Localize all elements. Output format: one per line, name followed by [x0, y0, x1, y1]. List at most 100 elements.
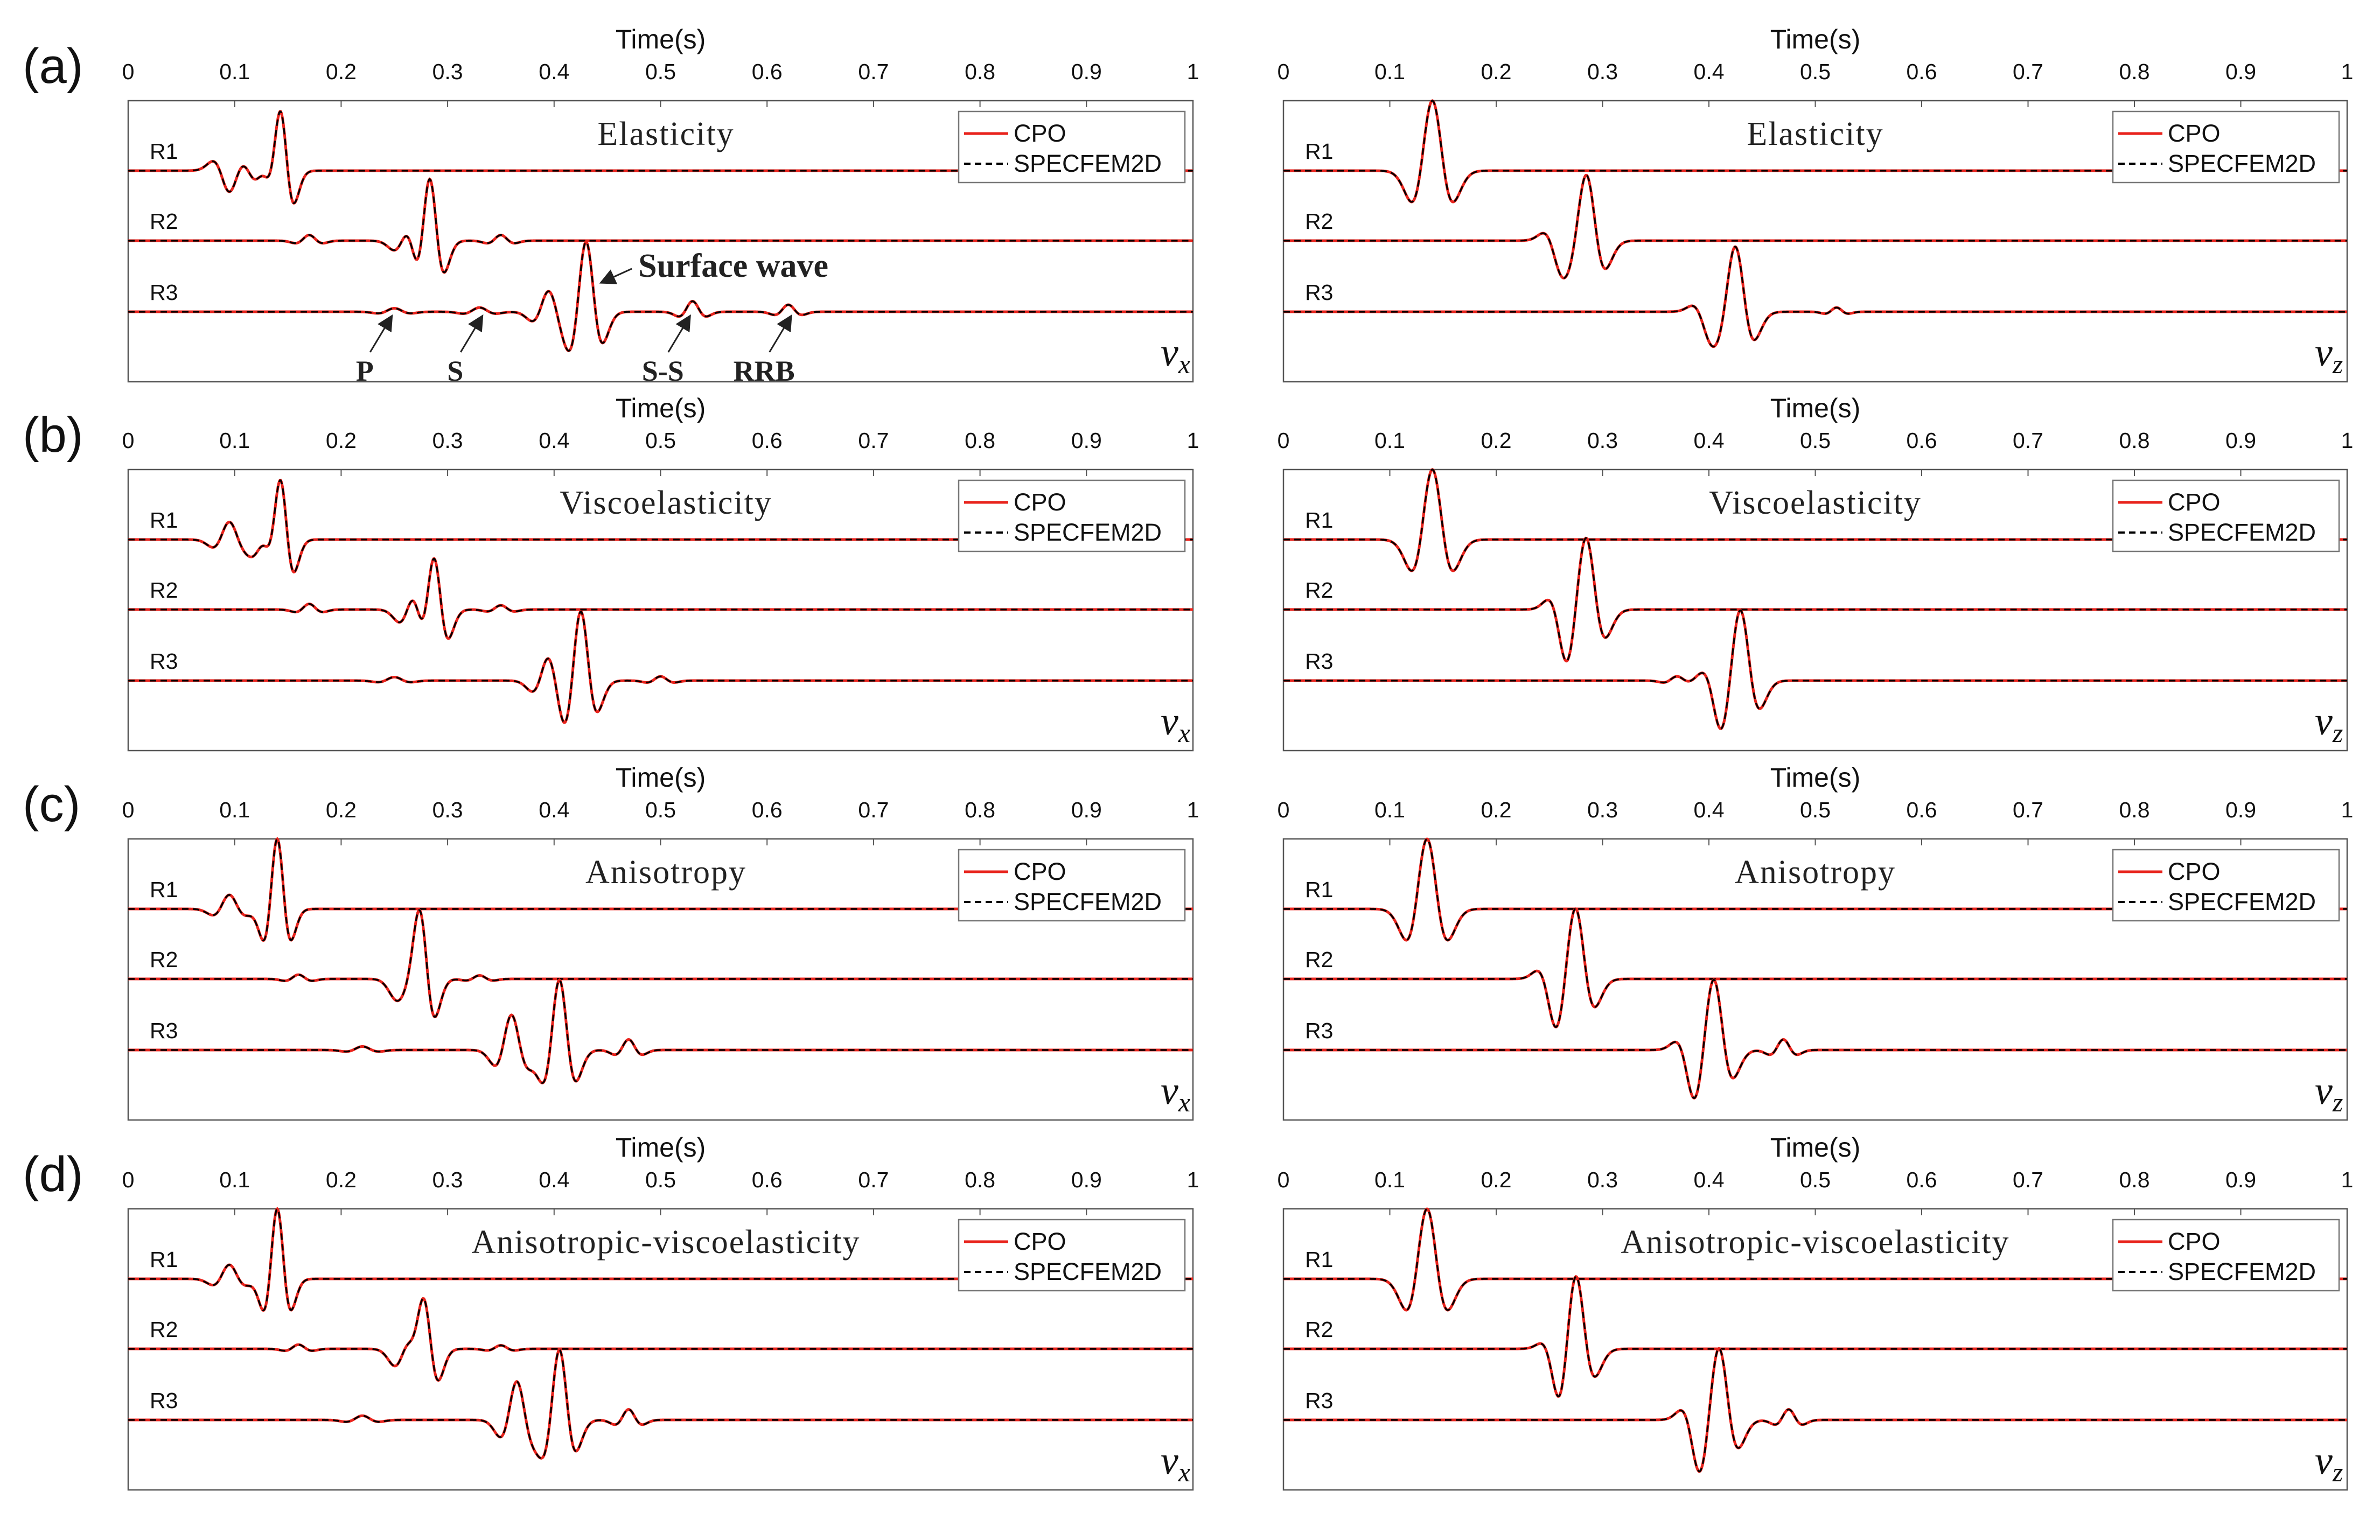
x-tick-label: 0.4: [1694, 428, 1725, 453]
chart-panel-a-vx: (a) Time(s) 0 0.1 0.2 0.3 0.4 0.5 0.6 0.7 0.8 0.9 1 R…: [23, 24, 1199, 383]
legend: CPO SPECFEM2D: [2112, 1219, 2340, 1292]
component-base: v: [2315, 331, 2333, 375]
x-tick-label: 0.9: [1071, 1167, 1102, 1192]
x-tick-label: 0.9: [2225, 59, 2256, 84]
x-axis-label: Time(s): [1770, 1132, 1861, 1163]
x-tick-label: 1: [2341, 1167, 2354, 1192]
panel-label: (c): [23, 777, 80, 832]
trace-specfem2d-r3: [128, 979, 1193, 1084]
receiver-label: R2: [1305, 578, 1333, 603]
receiver-label: R1: [150, 139, 178, 164]
component-subscript: z: [2332, 1457, 2343, 1487]
x-tick-label: 0.6: [1907, 428, 1937, 453]
receiver-label: R2: [150, 578, 178, 603]
component-label: vz: [2315, 331, 2343, 379]
legend: CPO SPECFEM2D: [2112, 479, 2340, 552]
legend-cpo-label: CPO: [1014, 1228, 1066, 1255]
legend-frame: [2112, 479, 2340, 552]
x-tick-label: 0.6: [752, 428, 783, 453]
x-tick-label: 0.9: [2225, 428, 2256, 453]
x-tick-label: 0.9: [1071, 59, 1102, 84]
chart-panel-c-vx: (c) Time(s) 0 0.1 0.2 0.3 0.4 0.5 0.6 0.7 0.8 0.9 1 R…: [23, 762, 1199, 1121]
component-subscript: z: [2332, 349, 2343, 379]
chart-panel-b-vx: (b) Time(s) 0 0.1 0.2 0.3 0.4 0.5 0.6 0.7 0.8 0.9 1 R…: [23, 393, 1199, 752]
x-tick-label: 0.6: [1907, 59, 1937, 84]
x-tick-label: 0.7: [2013, 1167, 2043, 1192]
x-tick-label: 0: [1278, 1167, 1290, 1192]
trace-specfem2d-r3: [1283, 1347, 2347, 1473]
legend-cpo-label: CPO: [2168, 858, 2221, 885]
x-tick-label: 0.8: [965, 428, 995, 453]
annotation-label: S-S: [642, 355, 684, 387]
component-subscript: x: [1178, 718, 1190, 748]
x-tick-label: 0.4: [539, 59, 569, 84]
receiver-label: R3: [150, 649, 178, 674]
x-tick-label: 0.2: [326, 1167, 357, 1192]
x-tick-label: 0.1: [1374, 59, 1405, 84]
x-tick-label: 0.9: [2225, 1167, 2256, 1192]
annotation-surface-wave: Surface wave: [638, 248, 828, 284]
legend-frame: [2112, 849, 2340, 922]
receiver-label: R1: [1305, 508, 1333, 533]
annotations: Surface wave P S S-S RRB: [356, 248, 828, 387]
x-tick-label: 0.6: [752, 797, 783, 822]
receiver-label: R2: [1305, 947, 1333, 972]
x-tick-label: 0.4: [1694, 1167, 1725, 1192]
chart-panel-d-vz: Time(s) 0 0.1 0.2 0.3 0.4 0.5 0.6 0.7 0.8 0.9 1 R1 R2…: [1278, 1132, 2354, 1491]
chart-title: Anisotropy: [1735, 854, 1896, 891]
x-tick-label: 0.7: [858, 1167, 889, 1192]
legend: CPO SPECFEM2D: [958, 479, 1186, 552]
trace-cpo-r3: [128, 610, 1193, 724]
component-label: vx: [1161, 331, 1190, 379]
x-tick-label: 0.2: [326, 428, 357, 453]
x-tick-label: 0.3: [432, 59, 463, 84]
x-tick-label: 0.8: [2119, 428, 2150, 453]
trace-cpo-r3: [128, 978, 1193, 1084]
panel-label: (b): [23, 408, 83, 463]
legend-cpo-label: CPO: [1014, 488, 1066, 516]
chart-title: Elasticity: [597, 116, 734, 152]
trace-specfem2d-r1: [1283, 1208, 2347, 1311]
x-tick-label: 0.6: [1907, 797, 1937, 822]
x-tick-label: 0.5: [1800, 59, 1831, 84]
legend: CPO SPECFEM2D: [958, 1219, 1186, 1292]
x-tick-label: 0.7: [858, 797, 889, 822]
x-tick-label: 0.3: [1587, 797, 1618, 822]
legend-frame: [958, 849, 1186, 922]
x-tick-label: 0: [1278, 59, 1290, 84]
receiver-label: R2: [1305, 1317, 1333, 1342]
trace-cpo-r2: [1283, 1275, 2347, 1398]
x-tick-label: 0.7: [2013, 428, 2043, 453]
annotation-arrow: [599, 268, 632, 284]
trace-cpo-r2: [1283, 536, 2347, 663]
trace-cpo-r3: [128, 1348, 1193, 1460]
trace-specfem2d-r2: [128, 909, 1193, 1018]
annotation-label: RRB: [734, 355, 795, 387]
receiver-label: R1: [150, 877, 178, 902]
annotation-arrow: [460, 314, 484, 353]
legend-specfem2d-label: SPECFEM2D: [2168, 150, 2316, 177]
component-base: v: [1161, 699, 1178, 744]
x-tick-label: 0.4: [1694, 59, 1725, 84]
x-tick-label: 0: [122, 797, 135, 822]
x-tick-label: 1: [1187, 1167, 1199, 1192]
receiver-label: R3: [150, 280, 178, 305]
receiver-label: R2: [150, 209, 178, 234]
component-subscript: x: [1178, 349, 1190, 379]
x-tick-label: 0.1: [219, 59, 250, 84]
legend: CPO SPECFEM2D: [958, 849, 1186, 922]
panel-label: (a): [23, 39, 83, 94]
trace-specfem2d-r2: [128, 1297, 1193, 1382]
component-base: v: [2315, 1069, 2333, 1113]
receiver-label: R2: [150, 947, 178, 972]
x-tick-label: 0.1: [1374, 797, 1405, 822]
component-subscript: x: [1178, 1087, 1190, 1117]
x-tick-label: 0.5: [1800, 428, 1831, 453]
x-tick-label: 0.5: [1800, 797, 1831, 822]
x-tick-label: 0.8: [965, 59, 995, 84]
x-tick-label: 0.5: [645, 797, 676, 822]
x-tick-label: 0.1: [219, 797, 250, 822]
receiver-label: R3: [150, 1018, 178, 1043]
x-tick-label: 0.3: [1587, 428, 1618, 453]
